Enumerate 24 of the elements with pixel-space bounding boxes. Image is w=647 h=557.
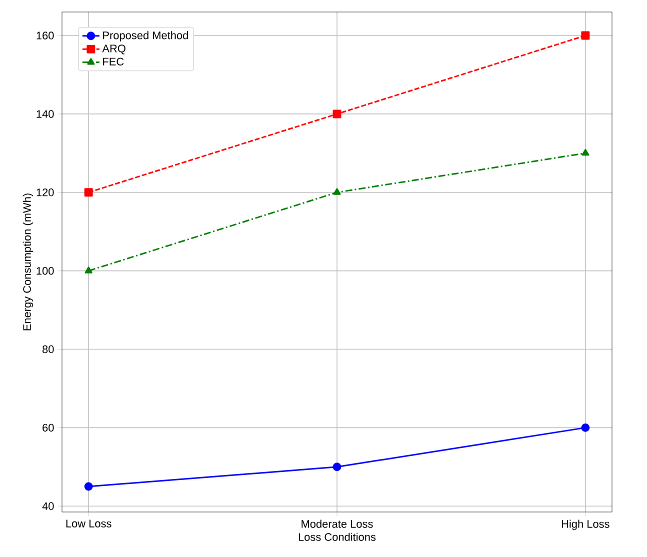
y-tick-label: 100 bbox=[36, 266, 54, 275]
y-tick-label: 160 bbox=[36, 32, 54, 40]
x-axis-title: Loss Conditions bbox=[298, 532, 376, 541]
point bbox=[84, 188, 93, 197]
y-tick-label: 40 bbox=[42, 502, 54, 510]
point bbox=[332, 110, 342, 118]
point bbox=[582, 148, 590, 156]
point bbox=[332, 462, 342, 472]
x-tick-label: Moderate Loss bbox=[302, 520, 373, 528]
x-tick-label: Low Loss bbox=[66, 520, 112, 528]
y-tick-label: 120 bbox=[36, 188, 54, 196]
x-tick-label: High Loss bbox=[562, 520, 610, 530]
y-tick-label: 140 bbox=[36, 110, 54, 118]
point bbox=[84, 482, 93, 491]
legend-label: ARQ bbox=[102, 44, 126, 54]
point bbox=[581, 423, 590, 432]
point bbox=[333, 188, 341, 195]
y-axis-title: Energy Consumption (mWh) bbox=[22, 194, 34, 330]
point bbox=[581, 31, 590, 40]
point bbox=[84, 266, 92, 274]
legend-label: Proposed Method bbox=[103, 31, 188, 42]
legend-label: FEC bbox=[103, 58, 124, 66]
y-tick-label: 80 bbox=[42, 345, 54, 354]
y-tick-label: 60 bbox=[42, 424, 54, 432]
